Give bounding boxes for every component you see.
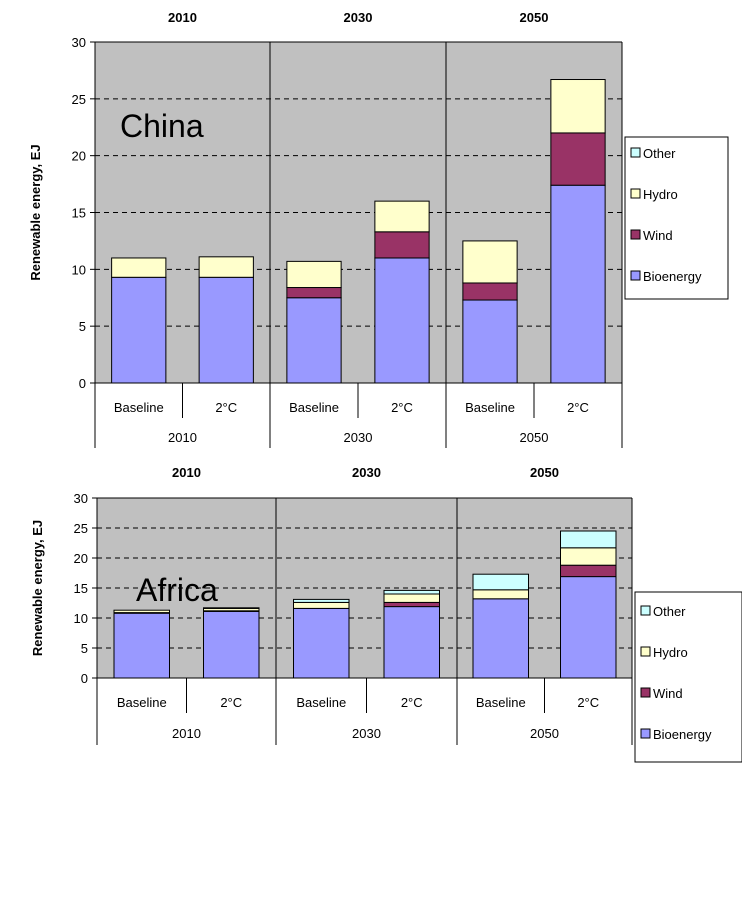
- bar-hydro: [113, 609, 170, 614]
- bar-hydro: [383, 593, 440, 603]
- y-tick-label: 30: [74, 491, 88, 506]
- y-tick-label: 15: [72, 206, 86, 221]
- bar-hydro: [293, 601, 350, 609]
- bar-bioenergy: [113, 612, 170, 679]
- decade-axis-label: 2050: [520, 430, 549, 445]
- y-tick-label: 0: [81, 671, 88, 686]
- category-label: 2°C: [391, 400, 413, 415]
- bar-bioenergy: [111, 276, 167, 384]
- category-label: 2°C: [401, 695, 423, 710]
- bar-wind: [560, 564, 617, 578]
- legend-label-wind: Wind: [653, 686, 683, 701]
- legend-box: [634, 591, 742, 763]
- bar-other: [560, 530, 617, 549]
- bar-other: [383, 589, 440, 595]
- region-label: China: [120, 108, 204, 144]
- legend-label-bioenergy: Bioenergy: [643, 269, 702, 284]
- bar-other: [293, 598, 350, 603]
- bar-bioenergy: [198, 276, 254, 384]
- legend-label-other: Other: [643, 146, 676, 161]
- decade-header: 2030: [352, 465, 381, 480]
- bar-hydro: [198, 256, 254, 278]
- y-tick-label: 30: [72, 35, 86, 50]
- bar-bioenergy: [374, 257, 430, 384]
- category-label: Baseline: [465, 400, 515, 415]
- legend-swatch-other: [640, 605, 651, 616]
- bar-wind: [462, 282, 518, 301]
- category-label: Baseline: [289, 400, 339, 415]
- region-label: Africa: [136, 572, 218, 608]
- y-tick-label: 5: [79, 319, 86, 334]
- legend-swatch-bioenergy: [640, 728, 651, 739]
- bar-bioenergy: [286, 297, 342, 384]
- decade-header: 2050: [520, 10, 549, 25]
- bar-wind: [374, 231, 430, 259]
- bar-bioenergy: [383, 606, 440, 679]
- decade-header: 2050: [530, 465, 559, 480]
- legend-label-wind: Wind: [643, 228, 673, 243]
- decade-header: 2030: [344, 10, 373, 25]
- bar-wind: [383, 601, 440, 608]
- y-tick-label: 0: [79, 376, 86, 391]
- legend-box: [624, 136, 729, 300]
- y-axis-title: Renewable energy, EJ: [28, 144, 43, 280]
- y-tick-label: 25: [74, 521, 88, 536]
- y-tick-label: 10: [74, 611, 88, 626]
- category-label: Baseline: [114, 400, 164, 415]
- y-axis-title: Renewable energy, EJ: [30, 520, 45, 656]
- legend-swatch-bioenergy: [630, 270, 641, 281]
- decade-header: 2010: [168, 10, 197, 25]
- legend-swatch-wind: [640, 687, 651, 698]
- legend-label-other: Other: [653, 604, 686, 619]
- legend-swatch-hydro: [630, 188, 641, 199]
- bar-hydro: [550, 79, 606, 134]
- bar-bioenergy: [472, 598, 529, 679]
- bar-wind: [550, 132, 606, 186]
- bar-wind: [286, 287, 342, 299]
- decade-axis-label: 2010: [168, 430, 197, 445]
- legend-label-hydro: Hydro: [643, 187, 678, 202]
- y-tick-label: 15: [74, 581, 88, 596]
- legend-swatch-wind: [630, 229, 641, 240]
- y-tick-label: 5: [81, 641, 88, 656]
- bar-bioenergy: [203, 610, 260, 679]
- decade-axis-label: 2030: [352, 726, 381, 741]
- bar-bioenergy: [462, 299, 518, 384]
- category-label: 2°C: [220, 695, 242, 710]
- bar-hydro: [374, 200, 430, 233]
- bar-hydro: [472, 589, 529, 600]
- y-tick-label: 10: [72, 262, 86, 277]
- decade-axis-label: 2030: [344, 430, 373, 445]
- bar-hydro: [462, 240, 518, 284]
- decade-header: 2010: [172, 465, 201, 480]
- bar-bioenergy: [550, 184, 606, 384]
- bar-hydro: [111, 257, 167, 278]
- bar-bioenergy: [293, 607, 350, 679]
- category-label: 2°C: [577, 695, 599, 710]
- china-chart: 0 5 10 15 20 25 30 Renewable energy, EJ 2010 2010…: [28, 10, 729, 448]
- category-label: Baseline: [296, 695, 346, 710]
- category-label: 2°C: [567, 400, 589, 415]
- y-tick-label: 20: [72, 149, 86, 164]
- bar-hydro: [560, 547, 617, 566]
- decade-axis-label: 2050: [530, 726, 559, 741]
- y-tick-label: 25: [72, 92, 86, 107]
- decade-axis-label: 2010: [172, 726, 201, 741]
- category-label: Baseline: [476, 695, 526, 710]
- bar-other: [203, 607, 260, 609]
- legend-label-hydro: Hydro: [653, 645, 688, 660]
- legend-label-bioenergy: Bioenergy: [653, 727, 712, 742]
- legend-swatch-hydro: [640, 646, 651, 657]
- y-tick-label: 20: [74, 551, 88, 566]
- africa-chart: 0 5 10 15 20 25 30 Renewable energy, EJ 2010 2010…: [30, 465, 742, 763]
- category-label: 2°C: [215, 400, 237, 415]
- category-label: Baseline: [117, 695, 167, 710]
- bar-hydro: [286, 260, 342, 289]
- bar-other: [472, 573, 529, 591]
- bar-bioenergy: [560, 576, 617, 679]
- legend-swatch-other: [630, 147, 641, 158]
